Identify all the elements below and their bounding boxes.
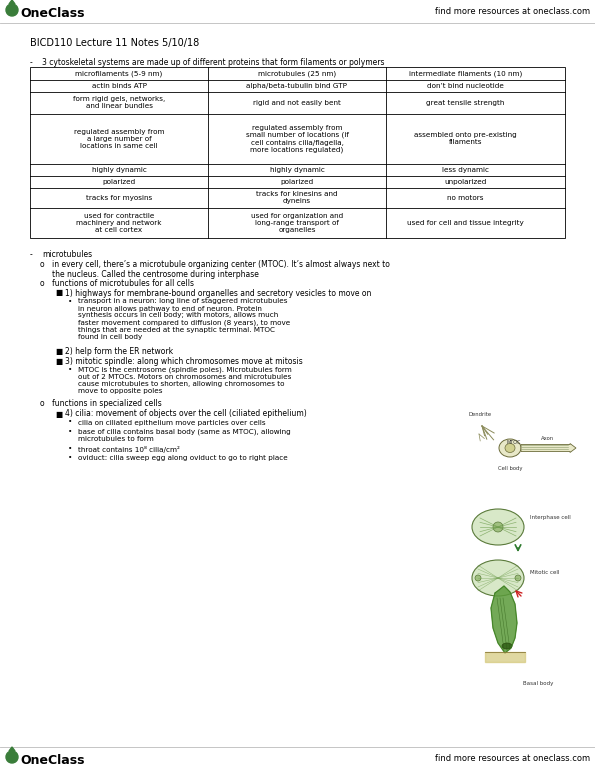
Text: -: - [30, 58, 33, 67]
Text: don’t bind nucleotide: don’t bind nucleotide [427, 83, 504, 89]
Text: great tensile strength: great tensile strength [426, 100, 505, 106]
Text: actin binds ATP: actin binds ATP [92, 83, 146, 89]
Text: used for cell and tissue integrity: used for cell and tissue integrity [407, 220, 524, 226]
Text: tracks for myosins: tracks for myosins [86, 195, 152, 201]
Text: used for contractile
machinery and network
at cell cortex: used for contractile machinery and netwo… [76, 213, 162, 233]
Text: •: • [68, 446, 73, 452]
Text: cilia on ciliated epithelium move particles over cells: cilia on ciliated epithelium move partic… [78, 420, 265, 426]
Text: regulated assembly from
a large number of
locations in same cell: regulated assembly from a large number o… [74, 129, 164, 149]
Text: oviduct: cilia sweep egg along oviduct to go to right place: oviduct: cilia sweep egg along oviduct t… [78, 455, 288, 461]
Text: microfilaments (5-9 nm): microfilaments (5-9 nm) [76, 70, 162, 77]
Ellipse shape [472, 560, 524, 596]
Text: Axon: Axon [541, 436, 555, 441]
Text: OneClass: OneClass [20, 7, 84, 20]
Text: rigid and not easily bent: rigid and not easily bent [253, 100, 341, 106]
Text: throat contains 10⁸ cilia/cm²: throat contains 10⁸ cilia/cm² [78, 446, 180, 453]
Circle shape [515, 575, 521, 581]
Text: •: • [68, 420, 73, 426]
Text: o: o [40, 260, 45, 269]
FancyArrow shape [521, 444, 576, 453]
Text: unpolarized: unpolarized [444, 179, 487, 185]
Text: •: • [68, 299, 73, 304]
Text: alpha/beta-tubulin bind GTP: alpha/beta-tubulin bind GTP [246, 83, 347, 89]
Text: find more resources at oneclass.com: find more resources at oneclass.com [435, 754, 590, 763]
Text: highly dynamic: highly dynamic [270, 167, 324, 173]
Text: ■: ■ [55, 410, 62, 419]
Polygon shape [9, 747, 15, 751]
Text: functions in specialized cells: functions in specialized cells [52, 400, 162, 409]
Text: base of cilia contains basal body (same as MTOC), allowing
microtubules to form: base of cilia contains basal body (same … [78, 429, 291, 442]
Text: MTOC is the centrosome (spindle poles). Microtubules form
out of 2 MTOCs. Motors: MTOC is the centrosome (spindle poles). … [78, 367, 292, 394]
Text: 3) mitotic spindle: along which chromosomes move at mitosis: 3) mitotic spindle: along which chromoso… [65, 357, 303, 366]
Ellipse shape [505, 444, 515, 453]
Text: Interphase cell: Interphase cell [530, 514, 571, 520]
Text: Mitotic cell: Mitotic cell [530, 571, 559, 575]
Text: OneClass: OneClass [20, 754, 84, 767]
Text: less dynamic: less dynamic [442, 167, 489, 173]
Text: intermediate filaments (10 nm): intermediate filaments (10 nm) [409, 70, 522, 77]
Text: polarized: polarized [102, 179, 136, 185]
Circle shape [6, 751, 18, 763]
Text: •: • [68, 455, 73, 461]
Text: tracks for kinesins and
dyneins: tracks for kinesins and dyneins [256, 192, 338, 205]
Text: functions of microtubules for all cells: functions of microtubules for all cells [52, 279, 194, 287]
Text: -: - [30, 250, 33, 259]
Circle shape [493, 522, 503, 532]
Text: find more resources at oneclass.com: find more resources at oneclass.com [435, 7, 590, 16]
Circle shape [475, 575, 481, 581]
Text: in every cell, there’s a microtubule organizing center (MTOC). It’s almost alway: in every cell, there’s a microtubule org… [52, 260, 390, 280]
Text: transport in a neuron: long line of staggered microtubules
in neuron allows path: transport in a neuron: long line of stag… [78, 299, 290, 340]
Ellipse shape [499, 439, 521, 457]
Text: 2) help form the ER network: 2) help form the ER network [65, 346, 173, 356]
Text: BICD110 Lecture 11 Notes 5/10/18: BICD110 Lecture 11 Notes 5/10/18 [30, 38, 199, 48]
Text: microtubules: microtubules [42, 250, 92, 259]
Text: Basal body: Basal body [523, 681, 553, 685]
Text: microtubules (25 nm): microtubules (25 nm) [258, 70, 336, 77]
Text: 3 cytoskeletal systems are made up of different proteins that form filaments or : 3 cytoskeletal systems are made up of di… [42, 58, 384, 67]
Polygon shape [491, 586, 517, 653]
Text: o: o [40, 279, 45, 287]
Polygon shape [9, 0, 15, 4]
Text: no motors: no motors [447, 195, 484, 201]
Ellipse shape [502, 643, 512, 649]
Text: regulated assembly from
small number of locations (if
cell contains cilia/flagel: regulated assembly from small number of … [246, 125, 349, 153]
Text: assembled onto pre-existing
filaments: assembled onto pre-existing filaments [414, 132, 517, 146]
Circle shape [6, 4, 18, 16]
Text: Cell body: Cell body [498, 466, 522, 471]
Text: 4) cilia: movement of objects over the cell (ciliated epithelium): 4) cilia: movement of objects over the c… [65, 410, 307, 419]
Text: highly dynamic: highly dynamic [92, 167, 146, 173]
Ellipse shape [472, 509, 524, 545]
Text: •: • [68, 429, 73, 435]
Text: •: • [68, 367, 73, 373]
Text: Dendrite: Dendrite [468, 412, 491, 417]
Text: polarized: polarized [280, 179, 314, 185]
Bar [30, 67, 565, 238]
Text: used for organization and
long-range transport of
organelles: used for organization and long-range tra… [251, 213, 343, 233]
Text: 1) highways for membrane-bound organelles and secretory vesicles to move on: 1) highways for membrane-bound organelle… [65, 289, 371, 297]
Text: MTOC: MTOC [507, 440, 521, 446]
Polygon shape [485, 652, 525, 662]
Text: o: o [40, 400, 45, 409]
Text: ■: ■ [55, 357, 62, 366]
Text: ■: ■ [55, 346, 62, 356]
Text: form rigid gels, networks,
and linear bundles: form rigid gels, networks, and linear bu… [73, 96, 165, 109]
Text: ■: ■ [55, 289, 62, 297]
